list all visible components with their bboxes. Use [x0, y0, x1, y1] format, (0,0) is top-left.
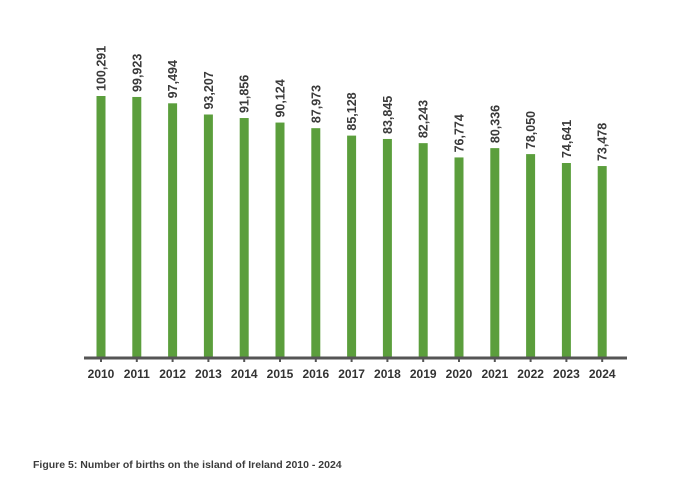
births-bar-chart: 2010 2011 2012 2013 2014 2015 2016 2017 2018 2019…	[84, 46, 627, 381]
bar-2022	[526, 154, 536, 358]
bar-2011	[132, 96, 142, 358]
x-tick-labels-group: 2010 2011 2012 2013 2014 2015 2016 2017 2018 2019…	[88, 367, 616, 381]
x-tick-label-2015: 2015	[267, 367, 294, 381]
bar-2013	[203, 114, 213, 358]
bar-2015	[275, 122, 285, 359]
value-label-2023: 74,641	[560, 120, 574, 158]
value-label-2020: 76,774	[453, 114, 467, 152]
value-label-2010: 100,291	[95, 46, 109, 91]
value-label-2012: 97,494	[166, 60, 180, 98]
bar-2024	[597, 166, 607, 358]
bar-2021	[490, 148, 500, 358]
bar-2012	[168, 103, 178, 358]
x-tick-label-2018: 2018	[374, 367, 401, 381]
x-tick-label-2016: 2016	[302, 367, 329, 381]
x-tick-label-2013: 2013	[195, 367, 222, 381]
value-label-2014: 91,856	[238, 75, 252, 113]
value-label-2013: 93,207	[202, 71, 216, 109]
value-label-2016: 87,973	[309, 85, 323, 123]
x-tick-label-2012: 2012	[159, 367, 186, 381]
value-label-2024: 73,478	[596, 123, 610, 161]
bar-2019	[418, 143, 428, 358]
x-ticks-group	[100, 358, 604, 362]
x-tick-label-2024: 2024	[589, 367, 616, 381]
value-label-2015: 90,124	[274, 79, 288, 117]
value-label-2017: 85,128	[345, 92, 359, 130]
x-tick-label-2020: 2020	[446, 367, 473, 381]
figure-caption: Figure 5: Number of births on the island…	[33, 459, 342, 471]
x-tick-label-2021: 2021	[481, 367, 508, 381]
bar-2020	[454, 157, 464, 358]
bars-group	[96, 96, 607, 359]
bar-2014	[239, 118, 249, 358]
value-label-2018: 83,845	[381, 96, 395, 134]
bar-2018	[382, 138, 392, 358]
x-tick-label-2019: 2019	[410, 367, 437, 381]
chart-area: 2010 2011 2012 2013 2014 2015 2016 2017 2018 2019…	[84, 46, 627, 381]
x-tick-label-2023: 2023	[553, 367, 580, 381]
bar-2017	[347, 135, 357, 358]
x-tick-label-2022: 2022	[517, 367, 544, 381]
x-tick-label-2011: 2011	[124, 367, 150, 381]
x-tick-label-2014: 2014	[231, 367, 258, 381]
x-tick-label-2010: 2010	[88, 367, 115, 381]
value-label-2022: 78,050	[524, 111, 538, 149]
value-labels-group: 100,291 99,923 97,494 93,207 91,856 90,124 87,…	[95, 46, 610, 161]
value-label-2021: 80,336	[488, 105, 502, 143]
value-label-2011: 99,923	[130, 54, 144, 92]
bar-2023	[561, 163, 571, 358]
x-tick-label-2017: 2017	[338, 367, 365, 381]
bar-2010	[96, 96, 106, 358]
bar-2016	[311, 128, 321, 358]
value-label-2019: 82,243	[417, 100, 431, 138]
